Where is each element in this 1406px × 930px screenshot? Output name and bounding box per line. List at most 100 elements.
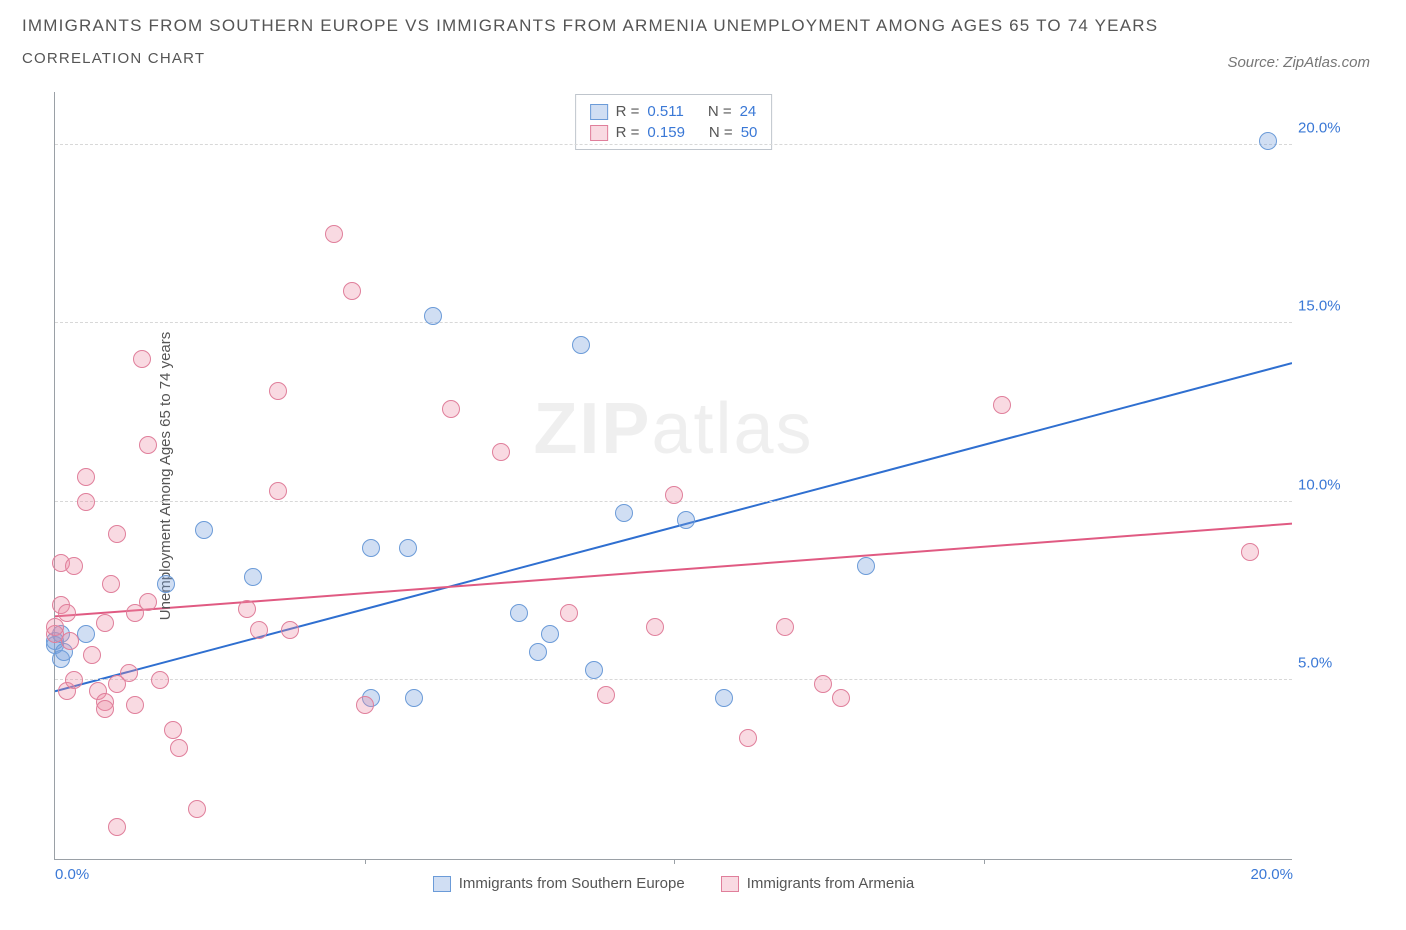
marker-armenia <box>325 225 343 243</box>
marker-armenia <box>993 396 1011 414</box>
scatter-plot-area: ZIPatlas Unemployment Among Ages 65 to 7… <box>54 92 1292 860</box>
marker-armenia <box>269 382 287 400</box>
marker-armenia <box>102 575 120 593</box>
marker-armenia <box>665 486 683 504</box>
marker-armenia <box>597 686 615 704</box>
marker-southern_europe <box>405 689 423 707</box>
chart-title: IMMIGRANTS FROM SOUTHERN EUROPE VS IMMIG… <box>22 16 1158 67</box>
x-minor-tick <box>984 859 985 864</box>
marker-armenia <box>646 618 664 636</box>
marker-southern_europe <box>615 504 633 522</box>
correlation-legend-box: R = 0.511 N = 24 R = 0.159 N = 50 <box>575 94 773 150</box>
marker-armenia <box>139 436 157 454</box>
marker-southern_europe <box>157 575 175 593</box>
source-attribution: Source: ZipAtlas.com <box>1227 54 1370 71</box>
x-tick-label: 0.0% <box>55 866 89 883</box>
marker-armenia <box>238 600 256 618</box>
marker-southern_europe <box>77 625 95 643</box>
y-tick-label: 20.0% <box>1298 119 1354 136</box>
marker-armenia <box>151 671 169 689</box>
corr-R-label: R = <box>616 103 640 120</box>
marker-southern_europe <box>510 604 528 622</box>
marker-southern_europe <box>195 521 213 539</box>
marker-armenia <box>83 646 101 664</box>
y-tick-label: 15.0% <box>1298 298 1354 315</box>
marker-armenia <box>96 700 114 718</box>
corr-N-label: N = <box>709 124 733 141</box>
marker-armenia <box>96 614 114 632</box>
marker-southern_europe <box>244 568 262 586</box>
marker-armenia <box>61 632 79 650</box>
series-legend: Immigrants from Southern Europe Immigrant… <box>55 875 1292 892</box>
marker-armenia <box>139 593 157 611</box>
marker-armenia <box>133 350 151 368</box>
marker-armenia <box>281 621 299 639</box>
marker-armenia <box>188 800 206 818</box>
corr-legend-row-southern_europe: R = 0.511 N = 24 <box>590 101 758 122</box>
marker-armenia <box>832 689 850 707</box>
title-line-1: IMMIGRANTS FROM SOUTHERN EUROPE VS IMMIG… <box>22 16 1158 36</box>
legend-item-armenia: Immigrants from Armenia <box>721 875 915 892</box>
marker-southern_europe <box>362 539 380 557</box>
marker-armenia <box>442 400 460 418</box>
marker-armenia <box>1241 543 1259 561</box>
marker-armenia <box>65 557 83 575</box>
marker-armenia <box>739 729 757 747</box>
marker-southern_europe <box>585 661 603 679</box>
marker-southern_europe <box>529 643 547 661</box>
marker-southern_europe <box>399 539 417 557</box>
swatch-armenia <box>721 876 739 892</box>
marker-armenia <box>120 664 138 682</box>
corr-N-label: N = <box>708 103 732 120</box>
x-minor-tick <box>674 859 675 864</box>
marker-armenia <box>492 443 510 461</box>
corr-R-label: R = <box>616 124 640 141</box>
marker-armenia <box>108 525 126 543</box>
x-tick-label: 20.0% <box>1250 866 1293 883</box>
watermark-bold: ZIP <box>533 389 651 469</box>
marker-southern_europe <box>677 511 695 529</box>
marker-armenia <box>814 675 832 693</box>
marker-armenia <box>164 721 182 739</box>
y-tick-label: 5.0% <box>1298 655 1354 672</box>
marker-armenia <box>77 493 95 511</box>
marker-armenia <box>77 468 95 486</box>
marker-armenia <box>108 818 126 836</box>
legend-label: Immigrants from Armenia <box>747 875 915 892</box>
marker-southern_europe <box>424 307 442 325</box>
marker-armenia <box>343 282 361 300</box>
marker-armenia <box>356 696 374 714</box>
swatch-southern_europe <box>433 876 451 892</box>
regression-line-southern_europe <box>55 363 1292 691</box>
marker-armenia <box>46 618 64 636</box>
marker-armenia <box>560 604 578 622</box>
corr-N-value: 24 <box>740 103 757 120</box>
x-minor-tick <box>365 859 366 864</box>
legend-label: Immigrants from Southern Europe <box>459 875 685 892</box>
legend-item-southern_europe: Immigrants from Southern Europe <box>433 875 685 892</box>
regression-lines <box>55 92 1292 859</box>
corr-R-value: 0.511 <box>647 103 683 120</box>
swatch-armenia <box>590 125 608 141</box>
y-tick-label: 10.0% <box>1298 476 1354 493</box>
marker-armenia <box>65 671 83 689</box>
swatch-southern_europe <box>590 104 608 120</box>
marker-armenia <box>776 618 794 636</box>
watermark: ZIPatlas <box>533 388 813 470</box>
marker-armenia <box>250 621 268 639</box>
corr-legend-row-armenia: R = 0.159 N = 50 <box>590 122 758 143</box>
corr-R-value: 0.159 <box>647 124 685 141</box>
marker-southern_europe <box>572 336 590 354</box>
gridline <box>55 322 1292 323</box>
marker-armenia <box>170 739 188 757</box>
marker-southern_europe <box>1259 132 1277 150</box>
watermark-thin: atlas <box>651 389 813 469</box>
corr-N-value: 50 <box>741 124 758 141</box>
marker-southern_europe <box>857 557 875 575</box>
gridline <box>55 144 1292 145</box>
title-line-2: CORRELATION CHART <box>22 50 1158 67</box>
marker-southern_europe <box>541 625 559 643</box>
marker-armenia <box>126 696 144 714</box>
gridline <box>55 679 1292 680</box>
marker-armenia <box>58 604 76 622</box>
